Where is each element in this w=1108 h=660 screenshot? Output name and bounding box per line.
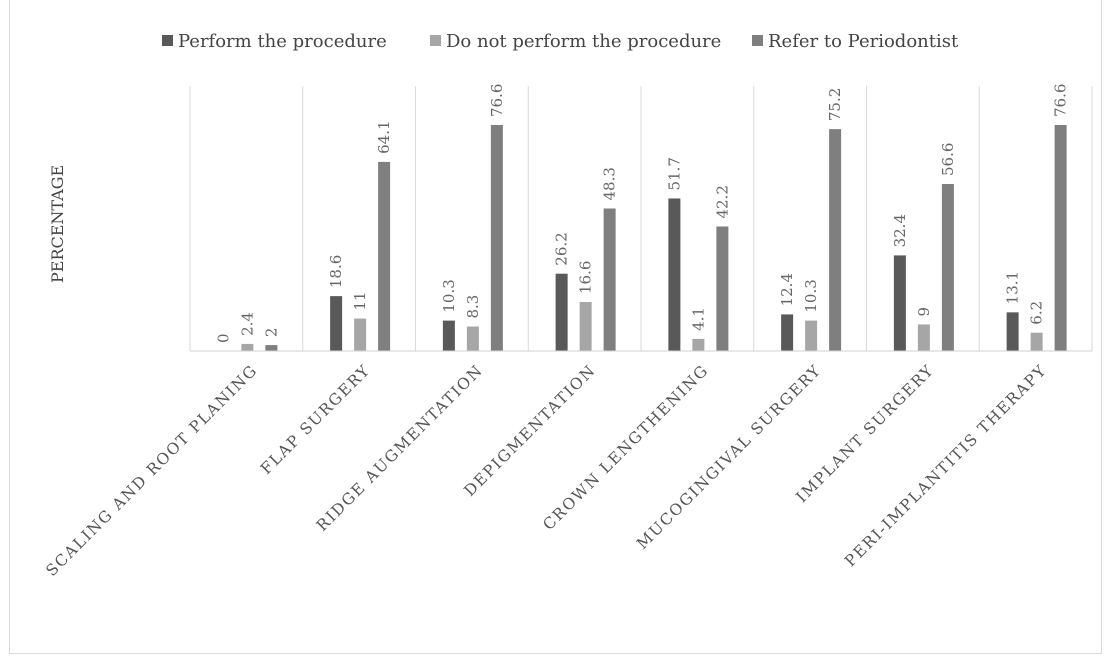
data-label-1-1: 0 — [214, 333, 232, 343]
data-label-1-4: 26.2 — [553, 232, 571, 265]
bar-3-5 — [716, 226, 729, 351]
data-label-3-3: 76.6 — [488, 84, 506, 117]
data-label-1-3: 10.3 — [440, 279, 458, 312]
chart-frame — [9, 0, 1102, 654]
bars — [241, 125, 1067, 351]
legend-label-2: Do not perform the procedure — [446, 31, 721, 52]
bar-2-4 — [579, 302, 592, 351]
data-label-2-6: 10.3 — [802, 279, 820, 312]
legend-label-3: Refer to Periodontist — [768, 31, 959, 52]
bar-1-7 — [893, 255, 906, 351]
data-label-3-8: 76.6 — [1052, 84, 1070, 117]
legend-swatch-1 — [162, 35, 173, 46]
bar-1-4 — [555, 273, 568, 351]
category-label-2: FLAP SURGERY — [257, 361, 374, 478]
bar-1-5 — [668, 198, 681, 351]
data-label-1-5: 51.7 — [665, 157, 683, 190]
data-label-3-6: 75.2 — [826, 88, 844, 121]
data-label-2-2: 11 — [351, 291, 369, 310]
bar-3-4 — [603, 208, 616, 351]
bar-2-8 — [1030, 332, 1043, 351]
data-label-3-1: 2 — [262, 328, 280, 338]
bar-3-2 — [378, 161, 391, 351]
legend-swatch-2 — [430, 35, 441, 46]
legend: Perform the procedure Do not perform the … — [162, 31, 959, 52]
bar-1-2 — [330, 296, 343, 351]
data-label-2-4: 16.6 — [577, 261, 595, 294]
category-label-8: PERI-IMPLANTITIS THERAPY — [841, 361, 1050, 570]
bar-2-7 — [917, 324, 930, 351]
data-label-3-5: 42.2 — [713, 185, 731, 218]
data-label-3-2: 64.1 — [375, 120, 393, 153]
bar-1-6 — [781, 314, 794, 351]
bar-3-7 — [941, 184, 954, 351]
bar-1-3 — [442, 320, 455, 351]
data-label-1-8: 13.1 — [1004, 271, 1022, 304]
bar-1-8 — [1006, 312, 1019, 351]
data-label-2-3: 8.3 — [464, 295, 482, 319]
legend-label-1: Perform the procedure — [178, 31, 387, 52]
data-label-2-8: 6.2 — [1028, 301, 1046, 325]
bar-2-2 — [354, 318, 367, 351]
bar-3-8 — [1054, 125, 1067, 351]
data-label-3-4: 48.3 — [601, 167, 619, 200]
bar-3-3 — [490, 125, 503, 351]
bar-3-1 — [265, 345, 278, 351]
data-label-2-1: 2.4 — [238, 312, 256, 336]
category-label-6: MUCOGINGIVAL SURGERY — [633, 361, 825, 553]
data-label-2-7: 9 — [915, 307, 933, 317]
bar-3-6 — [829, 129, 842, 351]
legend-swatch-3 — [752, 35, 763, 46]
data-label-1-6: 12.4 — [778, 273, 796, 306]
category-label-1: SCALING AND ROOT PLANING — [42, 361, 261, 580]
data-label-1-2: 18.6 — [327, 255, 345, 288]
data-label-2-5: 4.1 — [689, 307, 707, 331]
category-dividers — [189, 86, 1093, 351]
data-labels: 0 2.4 2 18.6 11 64.1 10.3 8.3 76.6 26.2 16.6 48.3 51… — [214, 84, 1069, 343]
category-label-4: DEPIGMENTATION — [461, 361, 600, 500]
y-axis-label: PERCENTAGE — [48, 165, 67, 283]
data-label-1-7: 32.4 — [891, 214, 909, 247]
bar-2-3 — [466, 326, 479, 351]
data-label-3-7: 56.6 — [939, 143, 957, 176]
bar-2-5 — [692, 338, 705, 351]
bar-2-6 — [805, 320, 818, 351]
bar-2-1 — [241, 343, 254, 351]
